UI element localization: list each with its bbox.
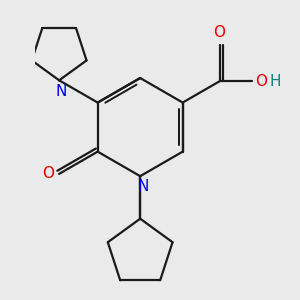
Text: N: N	[137, 179, 148, 194]
Text: N: N	[56, 84, 67, 99]
Text: O: O	[255, 74, 267, 89]
Text: O: O	[214, 25, 226, 40]
Text: H: H	[269, 74, 281, 89]
Text: O: O	[43, 167, 55, 182]
